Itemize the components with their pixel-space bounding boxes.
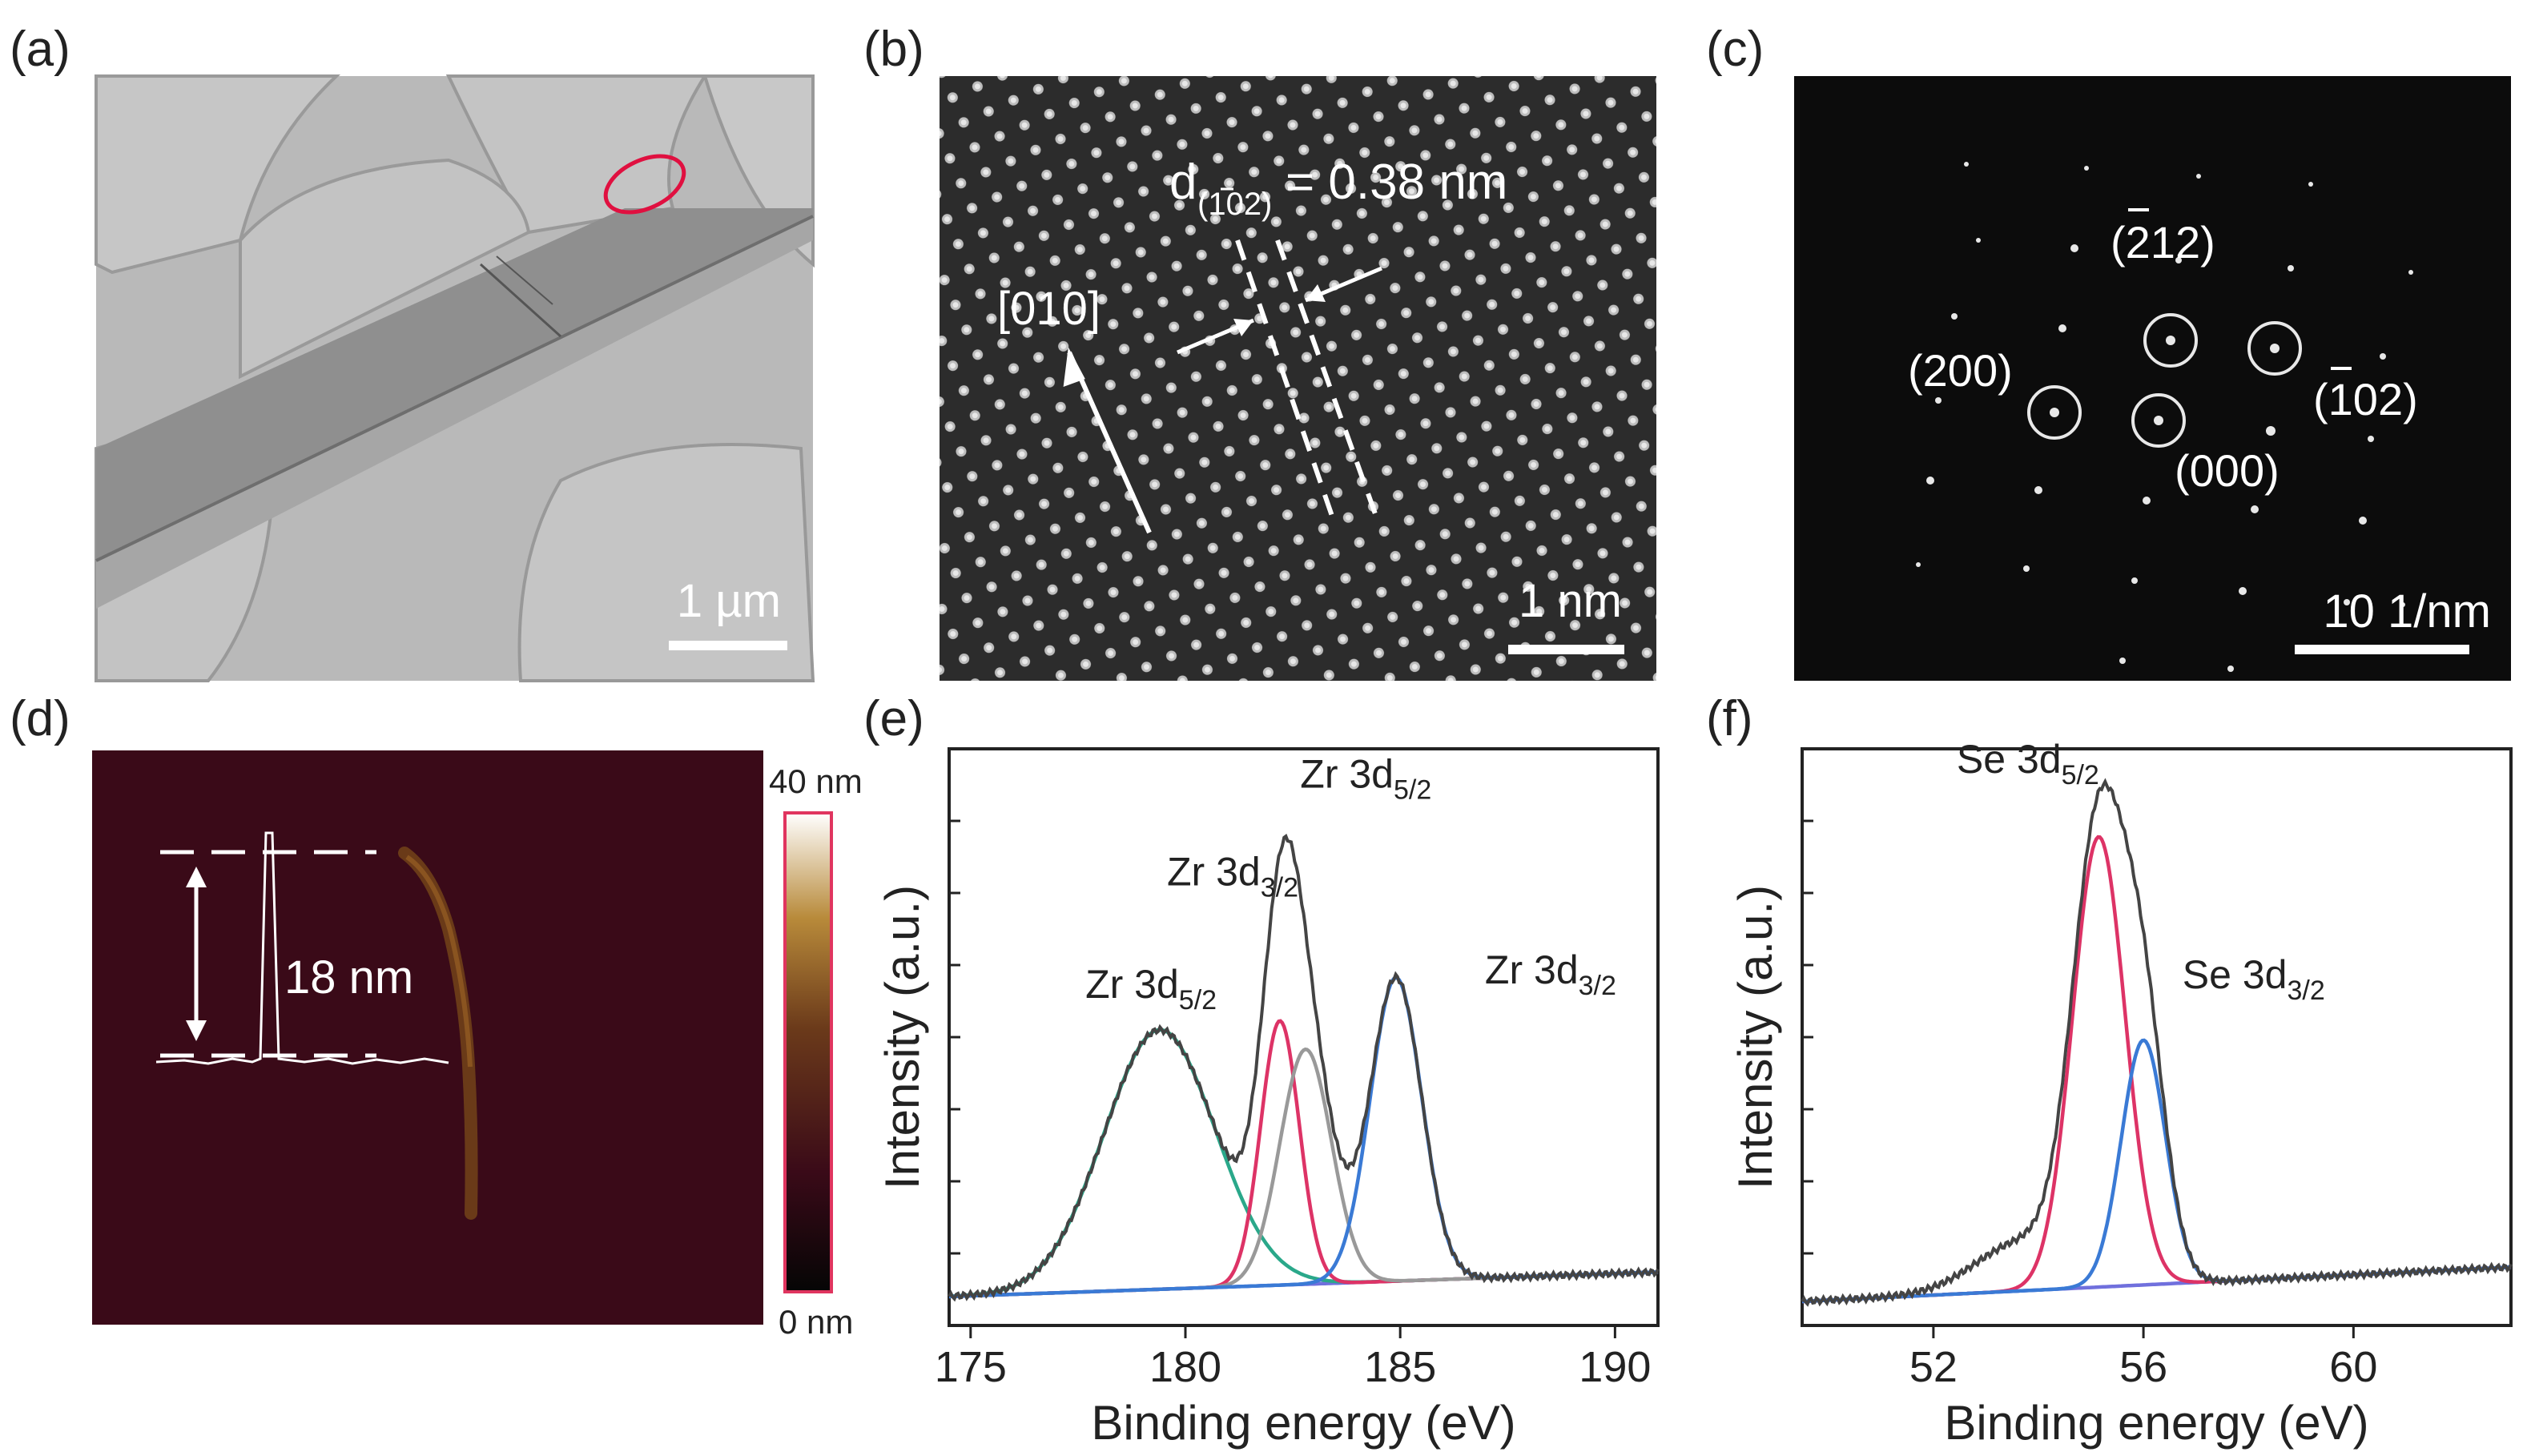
series-se-3d5-2 — [1801, 835, 2512, 1304]
spot-label-200: (200) — [1908, 345, 2013, 396]
series-peak2 — [948, 1019, 1659, 1299]
panel-f-label: (f) — [1706, 691, 1753, 746]
panel-d-afm-image: 18 nm 40 nm 0 nm — [92, 750, 863, 1341]
peak-annotation: Se 3d3/2 — [2183, 952, 2325, 1006]
x-tick-label: 185 — [1364, 1343, 1436, 1391]
colorbar-max-label: 40 nm — [769, 762, 863, 800]
d-spacing-value: = 0.38 nm — [1286, 155, 1507, 210]
peak-annotation: Zr 3d5/2 — [1300, 751, 1431, 805]
zone-axis-label: [010] — [997, 283, 1101, 335]
panel-c-saed-pattern: (212) (200) (102) (000) 10 1/nm — [1794, 76, 2511, 681]
panel-f-xps-se-chart: 52 56 60 Binding energy (eV) Intensity (a.u.… — [1728, 737, 2513, 1450]
afm-colorbar — [783, 811, 833, 1293]
peak-annotation-subscript: 5/2 — [1179, 985, 1217, 1016]
x-tick-label: 175 — [935, 1343, 1007, 1391]
panel-a-label: (a) — [10, 22, 70, 77]
series-se-3d3-2 — [1801, 1038, 2512, 1304]
y-axis-label: Intensity (a.u.) — [875, 885, 929, 1189]
afm-height-label: 18 nm — [284, 951, 413, 1004]
d-spacing-subscript: (102) — [1197, 187, 1272, 222]
panel-c-label: (c) — [1706, 22, 1764, 77]
panel-b-label: (b) — [863, 22, 924, 77]
peak-annotation: Zr 3d3/2 — [1485, 947, 1616, 1001]
diffraction-spots — [1916, 162, 2413, 672]
peak-annotation-subscript: 5/2 — [1394, 774, 1431, 805]
peak-annotation-subscript: 3/2 — [2287, 975, 2324, 1006]
d-spacing-prefix: d — [1169, 155, 1197, 210]
panel-e-label: (e) — [863, 691, 924, 746]
peak-annotation: Zr 3d5/2 — [1085, 962, 1217, 1016]
panel-b-hrtem-image: [010] d (102) = 0.38 nm 1 nm — [940, 76, 1656, 681]
x-tick-label: 190 — [1579, 1343, 1651, 1391]
peak-annotation-subscript: 5/2 — [2062, 760, 2099, 790]
panel-a-scale-label: 1 µm — [677, 575, 781, 627]
panel-a-scale-bar — [669, 641, 787, 650]
x-axis-label: Binding energy (eV) — [1091, 1396, 1515, 1450]
y-axis-label: Intensity (a.u.) — [1728, 885, 1782, 1189]
peak-annotation: Zr 3d3/2 — [1167, 850, 1298, 903]
spot-label-212: (212) — [2111, 217, 2215, 267]
peak-annotation: Se 3d5/2 — [1957, 737, 2099, 790]
panel-c-scale-bar — [2295, 645, 2469, 654]
x-tick-label: 60 — [2329, 1343, 2377, 1391]
x-tick-label: 56 — [2119, 1343, 2167, 1391]
series-envelope — [948, 834, 1660, 1302]
x-tick-label: 180 — [1149, 1343, 1221, 1391]
peak-annotation-subscript: 3/2 — [1261, 873, 1298, 903]
panel-b-scale-label: 1 nm — [1519, 575, 1622, 627]
panel-e-xps-zr-chart: 175 180 185 190 Binding energy (eV) Intensity… — [875, 747, 1660, 1450]
spot-label-102: (102) — [2313, 374, 2418, 424]
panel-c-scale-label: 10 1/nm — [2323, 585, 2491, 638]
peak-annotation-subscript: 3/2 — [1579, 971, 1616, 1001]
x-tick-label: 52 — [1909, 1343, 1958, 1391]
x-axis-label: Binding energy (eV) — [1944, 1396, 2368, 1450]
indexed-spot-circles — [2027, 313, 2302, 448]
panel-d-label: (d) — [10, 691, 70, 746]
series-envelope — [1801, 778, 2513, 1307]
spot-label-000: (000) — [2175, 445, 2280, 496]
panel-b-scale-bar — [1508, 645, 1624, 654]
red-ellipse-marker — [603, 154, 686, 215]
colorbar-min-label: 0 nm — [779, 1303, 853, 1341]
panel-a-tem-image: 1 µm — [95, 74, 815, 682]
plot-frame-e — [948, 747, 1660, 1327]
